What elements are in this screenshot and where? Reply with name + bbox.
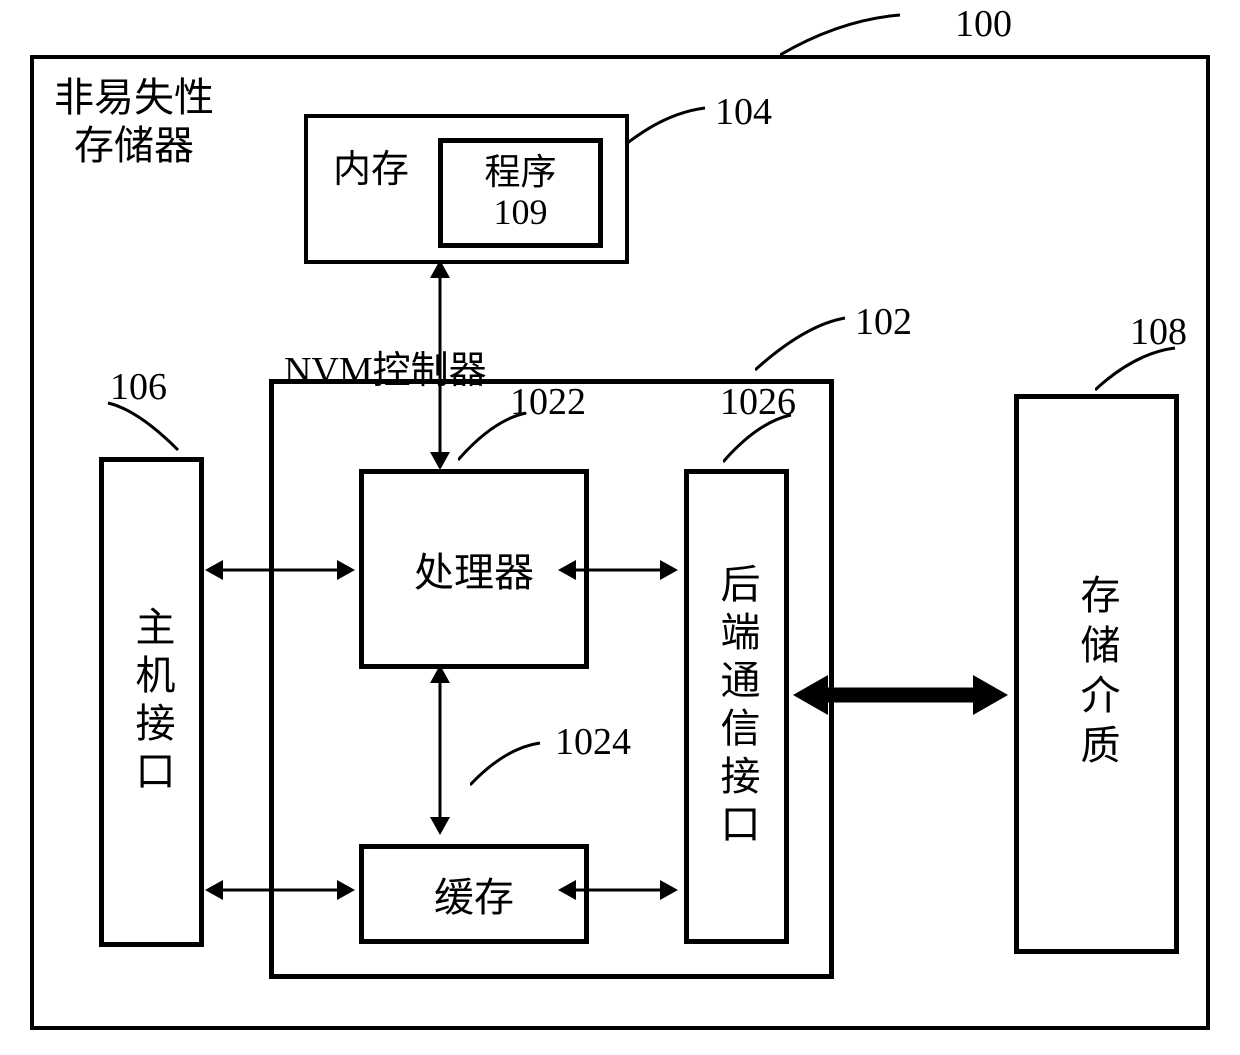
storage-label: 存储介质 xyxy=(1068,574,1126,774)
arrow-memory-processor xyxy=(420,260,460,470)
memory-box: 内存 程序 109 xyxy=(304,114,629,264)
program-label-text: 程序 xyxy=(484,152,556,192)
title-line-2: 存储器 xyxy=(74,123,194,168)
processor-label: 处理器 xyxy=(414,540,534,598)
cache-box: 缓存 xyxy=(359,844,589,944)
arrow-processor-backend xyxy=(558,550,678,590)
arrow-host-cache xyxy=(205,870,355,910)
program-label: 程序 109 xyxy=(484,153,556,232)
ref-label-100: 100 xyxy=(955,2,1012,46)
host-interface-box: 主机接口 xyxy=(99,457,204,947)
cache-label: 缓存 xyxy=(434,865,514,923)
ref-label-108: 108 xyxy=(1130,310,1187,354)
program-box: 程序 109 xyxy=(438,138,603,248)
ref-line-104 xyxy=(625,105,715,150)
diagram-title: 非易失性 存储器 xyxy=(54,74,214,170)
backend-label: 后端通信接口 xyxy=(708,563,766,851)
ref-line-1024 xyxy=(470,740,550,790)
arrow-backend-storage xyxy=(793,665,1008,725)
processor-box: 处理器 xyxy=(359,469,589,669)
ref-line-100 xyxy=(780,10,960,80)
ref-label-104: 104 xyxy=(715,90,772,134)
arrow-host-processor xyxy=(205,550,355,590)
ref-label-102: 102 xyxy=(855,300,912,344)
program-ref: 109 xyxy=(493,192,547,232)
host-interface-label: 主机接口 xyxy=(123,606,181,798)
ref-label-106: 106 xyxy=(110,365,167,409)
arrow-cache-backend xyxy=(558,870,678,910)
ref-label-1022: 1022 xyxy=(510,380,586,424)
ref-line-102 xyxy=(755,315,855,375)
ref-label-1026: 1026 xyxy=(720,380,796,424)
arrow-processor-cache xyxy=(420,665,460,835)
title-line-1: 非易失性 xyxy=(54,75,214,120)
ref-label-1024: 1024 xyxy=(555,720,631,764)
backend-interface-box: 后端通信接口 xyxy=(684,469,789,944)
memory-label: 内存 xyxy=(333,138,409,193)
storage-medium-box: 存储介质 xyxy=(1014,394,1179,954)
